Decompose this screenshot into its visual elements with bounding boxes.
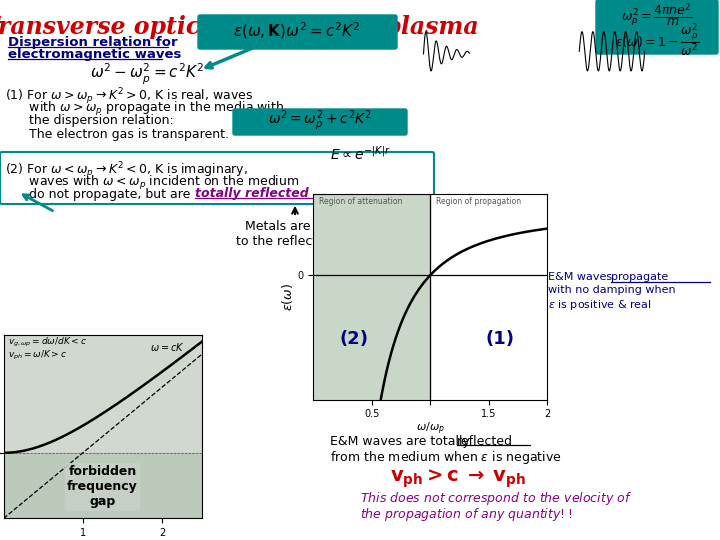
- Text: reflected: reflected: [457, 435, 513, 448]
- FancyBboxPatch shape: [198, 15, 397, 49]
- Text: E&M waves are totally: E&M waves are totally: [330, 435, 474, 448]
- Text: Region of attenuation: Region of attenuation: [319, 197, 402, 206]
- Text: the dispersion relation:: the dispersion relation:: [5, 114, 174, 127]
- Text: Metals are shiny due
to the reflection of light: Metals are shiny due to the reflection o…: [236, 220, 384, 248]
- X-axis label: $\omega/\omega_p$: $\omega/\omega_p$: [415, 421, 445, 437]
- Text: electromagnetic waves: electromagnetic waves: [8, 48, 181, 61]
- Text: The electron gas is transparent.: The electron gas is transparent.: [5, 128, 229, 141]
- Text: Region of propagation: Region of propagation: [436, 197, 521, 206]
- Text: propagate: propagate: [611, 272, 668, 282]
- Text: (2): (2): [340, 329, 369, 348]
- Text: waves with $\omega < \omega_p$ incident on the medium: waves with $\omega < \omega_p$ incident …: [5, 174, 300, 192]
- Text: $\omega_p^2 = \dfrac{4\pi n e^2}{m}$: $\omega_p^2 = \dfrac{4\pi n e^2}{m}$: [621, 1, 693, 29]
- Text: $\omega = cK$: $\omega = cK$: [150, 341, 184, 353]
- Text: $\it{This\ does\ not\ correspond\ to\ the\ velocity\ of}$: $\it{This\ does\ not\ correspond\ to\ th…: [360, 490, 632, 507]
- Text: Dispersion relation for: Dispersion relation for: [8, 36, 178, 49]
- Text: $v_{ph} = \omega/K > c$: $v_{ph} = \omega/K > c$: [7, 349, 66, 362]
- Text: $\varepsilon(\omega) = 1 - \dfrac{\omega_p^2}{\omega^2}$: $\varepsilon(\omega) = 1 - \dfrac{\omega…: [615, 22, 699, 59]
- Y-axis label: $\varepsilon(\omega)$: $\varepsilon(\omega)$: [279, 283, 294, 311]
- Text: forbidden
frequency
gap: forbidden frequency gap: [67, 465, 138, 509]
- Text: with no damping when: with no damping when: [548, 285, 675, 295]
- Text: do not propagate, but are: do not propagate, but are: [5, 188, 194, 201]
- Text: $\omega^2 = \omega_p^2 + c^2K^2$: $\omega^2 = \omega_p^2 + c^2K^2$: [268, 109, 372, 133]
- Text: with $\omega > \omega_p$ propagate in the media with: with $\omega > \omega_p$ propagate in th…: [5, 100, 284, 118]
- Text: $\it{the\ propagation\ of\ any\ quantity!!}$: $\it{the\ propagation\ of\ any\ quantity…: [360, 506, 572, 523]
- Text: $E \propto e^{-|K|r}$: $E \propto e^{-|K|r}$: [330, 145, 391, 163]
- Text: (1) For $\omega > \omega_p \rightarrow K^2 > 0$, K is real, waves: (1) For $\omega > \omega_p \rightarrow K…: [5, 86, 253, 106]
- Text: (1): (1): [486, 329, 515, 348]
- Text: E&M waves: E&M waves: [548, 272, 616, 282]
- Text: $\varepsilon(\omega,\mathbf{K})\omega^2 = c^2K^2$: $\varepsilon(\omega,\mathbf{K})\omega^2 …: [233, 21, 361, 42]
- Text: $\omega^2 - \omega_p^2 = c^2K^2$: $\omega^2 - \omega_p^2 = c^2K^2$: [90, 62, 204, 87]
- Text: (2) For $\omega < \omega_p \rightarrow K^2 < 0$, K is imaginary,: (2) For $\omega < \omega_p \rightarrow K…: [5, 160, 248, 180]
- Text: $\varepsilon$ is positive & real: $\varepsilon$ is positive & real: [548, 298, 652, 312]
- Text: from the medium when $\varepsilon$ is negative: from the medium when $\varepsilon$ is ne…: [330, 449, 562, 466]
- Text: $v_{g,\omega p} = d\omega/dK < c$: $v_{g,\omega p} = d\omega/dK < c$: [7, 336, 86, 349]
- Text: totally reflected: totally reflected: [195, 187, 309, 200]
- Text: $\mathbf{v_{ph}}$$\mathbf{ > c \;\rightarrow\; }$$\mathbf{v_{ph}}$: $\mathbf{v_{ph}}$$\mathbf{ > c \;\righta…: [390, 467, 526, 489]
- FancyBboxPatch shape: [233, 109, 407, 135]
- FancyBboxPatch shape: [596, 0, 718, 54]
- Text: Transverse optical modes in a plasma: Transverse optical modes in a plasma: [0, 15, 478, 39]
